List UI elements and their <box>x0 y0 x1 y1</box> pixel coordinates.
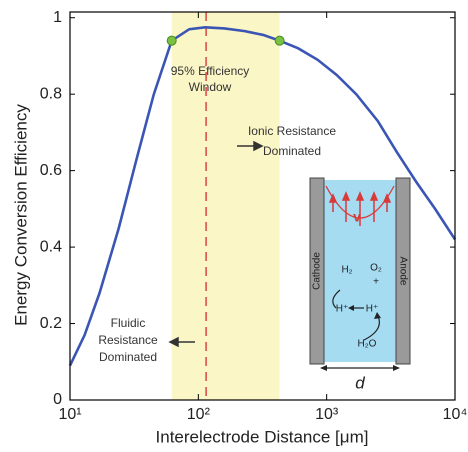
x-tick-label: 10² <box>187 406 211 423</box>
y-tick-label: 0.4 <box>40 238 62 255</box>
annotation: Fluidic <box>111 316 146 330</box>
inset-label: d <box>355 373 365 392</box>
plot-area <box>68 11 457 401</box>
annotation: 95% Efficiency <box>171 64 250 78</box>
x-tick-label: 10³ <box>315 406 339 423</box>
window-marker <box>274 35 285 46</box>
window-marker <box>166 35 177 46</box>
inset-label: + <box>373 277 379 288</box>
inset-label: Anode <box>397 257 408 286</box>
y-tick-label: 0.6 <box>40 162 62 179</box>
inset-label: H₂O <box>358 339 377 350</box>
annotation: Window <box>189 80 232 94</box>
inset-label: v <box>353 209 361 225</box>
x-tick-label: 10¹ <box>58 406 81 423</box>
inset-label: H₂ <box>341 265 352 276</box>
anode <box>395 177 411 365</box>
cathode <box>309 177 325 365</box>
y-tick-label: 0 <box>53 391 62 408</box>
plot-frame <box>69 11 456 401</box>
y-axis-label: Energy Conversion Efficiency <box>11 104 30 326</box>
inset-label: Cathode <box>312 252 323 290</box>
inset-label: H⁺ <box>336 304 349 315</box>
arrow <box>168 140 264 348</box>
annotation: Dominated <box>99 350 157 364</box>
inset-label: H⁺ <box>366 304 379 315</box>
annotation: Resistance <box>98 333 158 347</box>
inset-label: O₂ <box>370 263 382 274</box>
x-tick-label: 10⁴ <box>443 406 468 423</box>
y-tick-label: 0.8 <box>40 85 62 102</box>
inset-diagram <box>309 177 411 371</box>
efficiency-window <box>171 12 280 400</box>
x-axis-label: Interelectrode Distance [μm] <box>156 427 369 446</box>
annotation: Ionic Resistance <box>248 124 336 138</box>
annotation: Dominated <box>263 144 321 158</box>
efficiency-line <box>68 25 457 367</box>
y-tick-label: 1 <box>53 9 62 26</box>
y-tick-label: 0.2 <box>40 315 62 332</box>
